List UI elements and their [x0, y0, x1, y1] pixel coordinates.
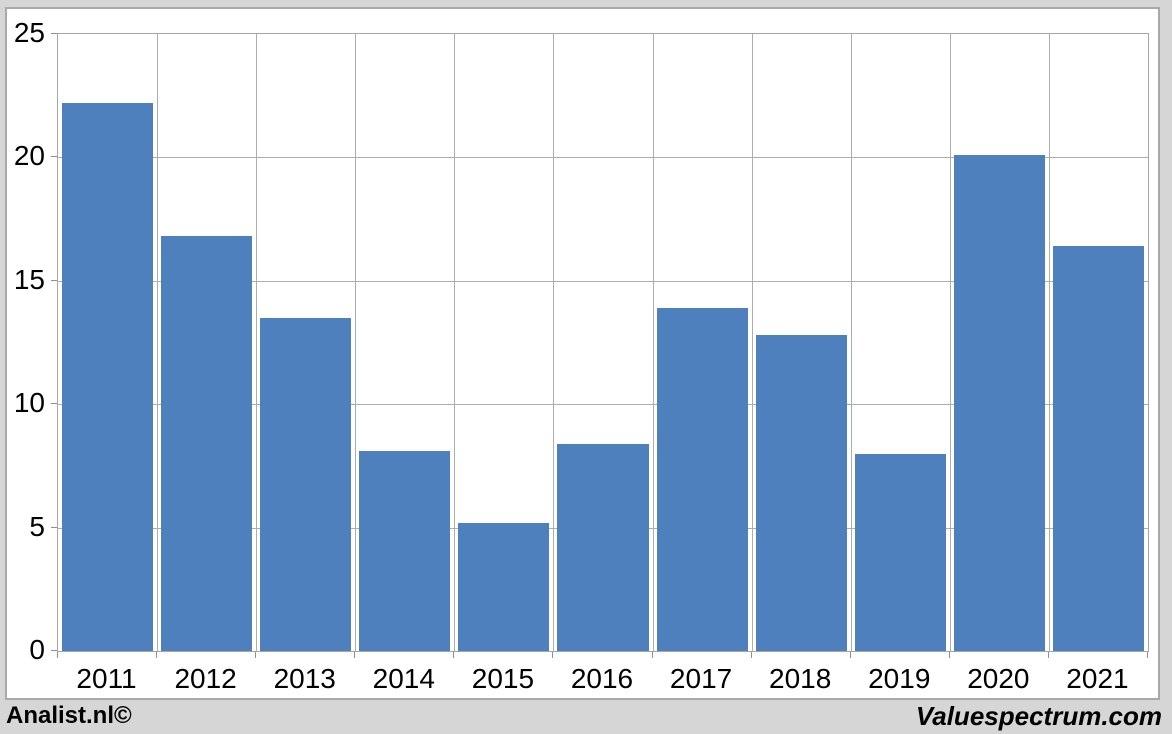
x-tick-label: 2016: [570, 663, 634, 694]
footer-brand-valuespectrum: Valuespectrum.com: [915, 700, 1162, 731]
x-tick-label: 2015: [471, 663, 535, 694]
y-axis-tick: [51, 403, 57, 405]
horizontal-gridline: [58, 157, 1148, 159]
bar-2021: [1052, 246, 1145, 651]
x-tick-label: 2021: [1066, 663, 1129, 694]
x-tick-label: 2019: [868, 663, 931, 694]
y-tick-label: 5: [29, 510, 45, 542]
vertical-gridline: [256, 34, 258, 651]
y-tick-label: 0: [29, 634, 45, 665]
bar-2011: [61, 103, 154, 651]
y-tick-label: 20: [13, 140, 45, 172]
vertical-gridline: [949, 34, 951, 651]
x-axis-tick: [57, 652, 58, 658]
x-tick-label: 2020: [967, 663, 1030, 694]
bar-2014: [359, 451, 451, 651]
x-axis-tick: [651, 652, 653, 658]
y-axis-tick: [51, 33, 57, 34]
horizontal-gridline: [58, 280, 1148, 282]
x-axis-tick: [552, 652, 554, 658]
y-tick-label: 10: [13, 387, 45, 419]
x-tick-label: 2014: [372, 663, 435, 694]
x-axis-tick: [948, 652, 950, 658]
vertical-gridline: [652, 34, 654, 651]
vertical-gridline: [751, 34, 753, 651]
bar-2016: [557, 443, 649, 651]
vertical-gridline: [553, 34, 555, 651]
vertical-gridline: [355, 34, 357, 651]
y-axis-tick: [51, 279, 57, 281]
bar-2020: [953, 154, 1045, 651]
chart-area: 0 5 10 15 20 25 2011 2012 2013 2014 2015 2016 2017 20…: [5, 7, 1160, 700]
footer-brand-analist: Analist.nl©: [6, 702, 132, 729]
x-axis-tick: [255, 652, 257, 658]
x-axis-tick: [156, 652, 158, 658]
x-axis-tick: [750, 652, 752, 658]
footer-bar: Analist.nl© Valuespectrum.com: [0, 700, 1172, 734]
x-tick-label: 2018: [769, 663, 832, 694]
x-tick-label: 2011: [76, 663, 137, 694]
x-axis-tick: [1047, 652, 1049, 658]
y-axis-tick: [51, 526, 57, 528]
y-tick-label: 25: [13, 17, 45, 48]
x-axis-tick: [1147, 652, 1148, 658]
y-axis-tick: [51, 156, 57, 158]
x-axis-tick: [354, 652, 356, 658]
y-axis-tick: [51, 650, 57, 651]
vertical-gridline: [454, 34, 456, 651]
vertical-gridline: [850, 34, 852, 651]
vertical-gridline: [157, 34, 159, 651]
x-axis-tick: [453, 652, 455, 658]
vertical-gridline: [1048, 34, 1050, 651]
y-tick-label: 15: [13, 263, 45, 295]
x-tick-label: 2017: [669, 663, 733, 694]
bar-2015: [458, 522, 550, 651]
bar-2012: [161, 236, 253, 651]
bar-2018: [755, 335, 847, 651]
x-tick-label: 2012: [174, 663, 237, 694]
x-axis-tick: [849, 652, 851, 658]
bar-2019: [854, 453, 946, 651]
bar-2017: [656, 307, 748, 651]
bar-2013: [260, 317, 352, 651]
x-tick-label: 2013: [273, 663, 336, 694]
horizontal-gridline: [58, 404, 1148, 406]
plot-area: [57, 33, 1149, 652]
